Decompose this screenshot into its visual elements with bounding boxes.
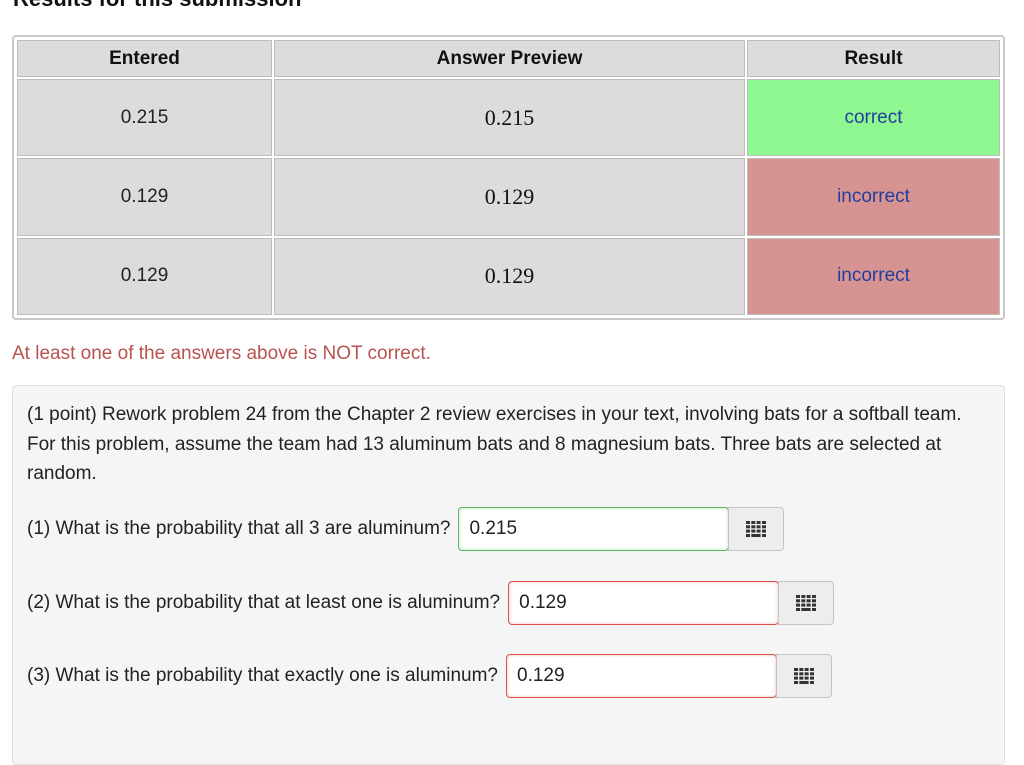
entered-cell: 0.129 <box>17 237 272 315</box>
equation-palette-icon <box>796 595 817 611</box>
table-row: 0.129 0.129 incorrect <box>17 158 1000 236</box>
table-row: 0.129 0.129 incorrect <box>17 237 1000 315</box>
preview-cell: 0.129 <box>274 158 745 236</box>
entered-cell: 0.129 <box>17 158 272 236</box>
equation-palette-button[interactable] <box>728 507 785 551</box>
result-cell: correct <box>747 79 1000 157</box>
results-header-row: Entered Answer Preview Result <box>17 40 1000 77</box>
result-cell: incorrect <box>747 237 1000 315</box>
incorrect-warning: At least one of the answers above is NOT… <box>12 343 431 364</box>
equation-palette-icon <box>794 668 814 684</box>
results-heading: Results for this submission <box>13 0 302 12</box>
table-row: 0.215 0.215 correct <box>17 79 1000 157</box>
question-label: (3) What is the probability that exactly… <box>27 665 498 686</box>
equation-palette-icon <box>746 521 767 537</box>
question-row-2: (2) What is the probability that at leas… <box>27 581 835 625</box>
preview-cell: 0.129 <box>274 237 745 315</box>
result-cell: incorrect <box>747 158 1000 236</box>
header-result: Result <box>747 40 1000 77</box>
entered-cell: 0.215 <box>17 79 272 157</box>
header-entered: Entered <box>17 40 272 77</box>
problem-text: (1 point) Rework problem 24 from the Cha… <box>27 404 962 484</box>
equation-palette-button[interactable] <box>778 581 835 625</box>
equation-palette-button[interactable] <box>776 654 832 698</box>
question-label: (1) What is the probability that all 3 a… <box>27 518 451 539</box>
question-row-3: (3) What is the probability that exactly… <box>27 654 832 698</box>
problem-panel: (1 point) Rework problem 24 from the Cha… <box>12 385 1005 765</box>
answer-input-3[interactable] <box>506 654 777 698</box>
question-label: (2) What is the probability that at leas… <box>27 592 501 613</box>
results-table: Entered Answer Preview Result 0.215 0.21… <box>12 35 1005 320</box>
question-row-1: (1) What is the probability that all 3 a… <box>27 507 785 551</box>
header-answer-preview: Answer Preview <box>274 40 745 77</box>
answer-input-1[interactable] <box>458 507 730 551</box>
answer-input-2[interactable] <box>508 581 780 625</box>
preview-cell: 0.215 <box>274 79 745 157</box>
